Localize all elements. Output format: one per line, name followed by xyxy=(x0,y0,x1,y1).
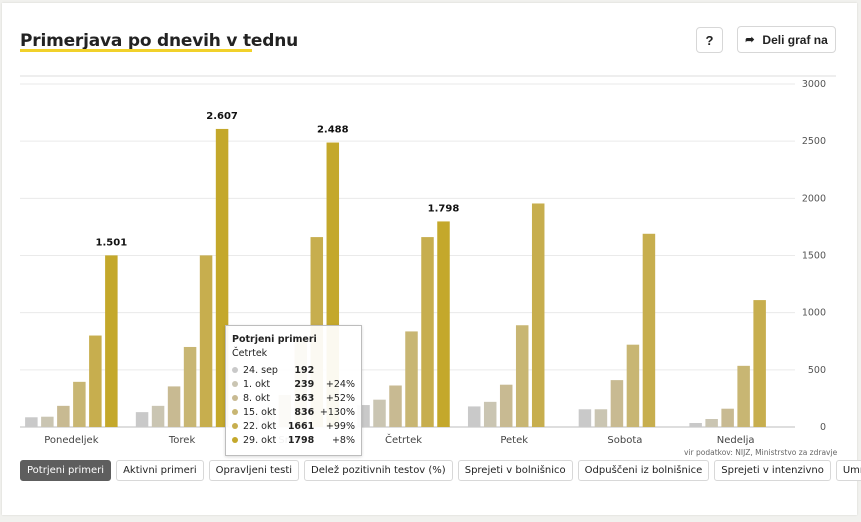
tab-1[interactable]: Aktivni primeri xyxy=(116,460,204,481)
category-label: Četrtek xyxy=(385,433,422,446)
tooltip-change: +130% xyxy=(319,406,355,418)
category-label: Torek xyxy=(168,435,196,446)
y-tick-label: 1000 xyxy=(802,308,826,319)
help-button[interactable]: ? xyxy=(696,27,723,53)
bar xyxy=(594,409,608,427)
category-label: Sobota xyxy=(607,435,642,446)
bar xyxy=(73,381,86,427)
bar xyxy=(405,331,418,427)
share-button-label: Deli graf na xyxy=(762,32,828,47)
title-underline xyxy=(20,49,252,52)
metric-tabs: Potrjeni primeri Aktivni primeri Opravljen… xyxy=(20,460,861,481)
tab-4[interactable]: Sprejeti v bolnišnico xyxy=(457,460,573,481)
tooltip-date: 24. sep xyxy=(243,364,278,376)
bar xyxy=(531,203,545,427)
series-dot-icon xyxy=(232,423,238,429)
bar xyxy=(578,409,592,427)
source-note: vir podatkov: NIJZ, Ministrstvo za zdrav… xyxy=(684,448,838,457)
bar xyxy=(105,255,118,427)
series-dot-icon xyxy=(232,437,238,443)
tooltip-rows: 24. sep 192 1. okt 239 +24% 8. okt 363 +52% 15. … xyxy=(232,363,355,447)
bar xyxy=(41,416,54,427)
data-label: 2.488 xyxy=(317,125,349,136)
tooltip-change: +24% xyxy=(325,378,355,390)
bar xyxy=(421,237,434,427)
tab-3[interactable]: Delež pozitivnih testov (%) xyxy=(304,460,453,481)
bar xyxy=(167,386,181,427)
page-title: Primerjava po dnevih v tednu xyxy=(20,31,298,51)
category-label: Petek xyxy=(500,435,528,446)
bar xyxy=(705,418,718,427)
category-label: Ponedeljek xyxy=(44,435,98,446)
tooltip-value: 836 xyxy=(294,406,315,418)
series-dot-icon xyxy=(232,395,238,401)
y-tick-label: 2500 xyxy=(802,136,826,147)
y-tick-label: 1500 xyxy=(802,251,826,262)
share-arrow-icon: ➦ xyxy=(745,34,755,46)
tooltip-value: 1798 xyxy=(287,434,315,446)
bar xyxy=(89,335,102,427)
bar xyxy=(753,300,766,427)
tab-2[interactable]: Opravljeni testi xyxy=(208,460,300,481)
tooltip-change: +8% xyxy=(331,434,355,446)
tooltip-date: 15. okt xyxy=(243,406,277,418)
bar xyxy=(689,422,702,427)
tooltip-value: 363 xyxy=(294,392,315,404)
tooltip-value: 1661 xyxy=(287,420,315,432)
bar xyxy=(737,365,750,427)
bar xyxy=(626,344,640,427)
series-dot-icon xyxy=(232,367,238,373)
y-tick-label: 3000 xyxy=(802,79,826,90)
bar xyxy=(373,399,386,427)
tooltip-subtitle: Četrtek xyxy=(232,348,268,359)
bar xyxy=(25,417,38,427)
bar xyxy=(499,384,513,427)
tooltip-change: +99% xyxy=(325,420,355,432)
tooltip-row: 1. okt 239 +24% xyxy=(232,377,355,391)
tooltip-value: 192 xyxy=(294,364,315,376)
tooltip-change: +52% xyxy=(325,392,355,404)
share-button[interactable]: ➦ Deli graf na xyxy=(737,26,836,53)
category-label: Nedelja xyxy=(717,435,755,446)
tab-5[interactable]: Odpuščeni iz bolnišnice xyxy=(577,460,710,481)
tooltip-date: 29. okt xyxy=(243,434,277,446)
data-label: 1.798 xyxy=(428,203,460,214)
bar xyxy=(642,233,656,427)
tooltip-row: 29. okt 1798 +8% xyxy=(232,433,355,447)
data-label: 1.501 xyxy=(96,237,128,248)
y-tick-label: 2000 xyxy=(802,193,826,204)
bar xyxy=(135,412,149,427)
bar xyxy=(721,408,734,427)
tooltip-date: 1. okt xyxy=(243,378,271,390)
bar xyxy=(199,255,213,427)
bar xyxy=(57,405,70,427)
tooltip-row: 24. sep 192 xyxy=(232,363,355,377)
bar xyxy=(437,221,450,427)
chart-tooltip: Potrjeni primeri Četrtek 24. sep 192 1. ok… xyxy=(225,325,362,456)
y-tick-label: 500 xyxy=(808,365,826,376)
tooltip-title: Potrjeni primeri xyxy=(232,334,317,345)
tab-0[interactable]: Potrjeni primeri xyxy=(20,460,112,481)
tooltip-date: 22. okt xyxy=(243,420,277,432)
tab-7[interactable]: Umrli xyxy=(835,460,861,481)
tooltip-value: 239 xyxy=(294,378,315,390)
series-dot-icon xyxy=(232,409,238,415)
bar xyxy=(483,401,497,427)
bar xyxy=(183,346,197,427)
bar xyxy=(467,406,481,427)
series-dot-icon xyxy=(232,381,238,387)
bar xyxy=(515,325,529,427)
tooltip-date: 8. okt xyxy=(243,392,271,404)
data-label: 2.607 xyxy=(206,111,238,122)
bar xyxy=(389,385,402,427)
tooltip-row: 22. okt 1661 +99% xyxy=(232,419,355,433)
y-tick-label: 0 xyxy=(820,422,826,433)
tooltip-row: 15. okt 836 +130% xyxy=(232,405,355,419)
bar xyxy=(151,405,165,427)
tooltip-row: 8. okt 363 +52% xyxy=(232,391,355,405)
tab-6[interactable]: Sprejeti v intenzivno xyxy=(714,460,831,481)
bar xyxy=(610,380,624,427)
